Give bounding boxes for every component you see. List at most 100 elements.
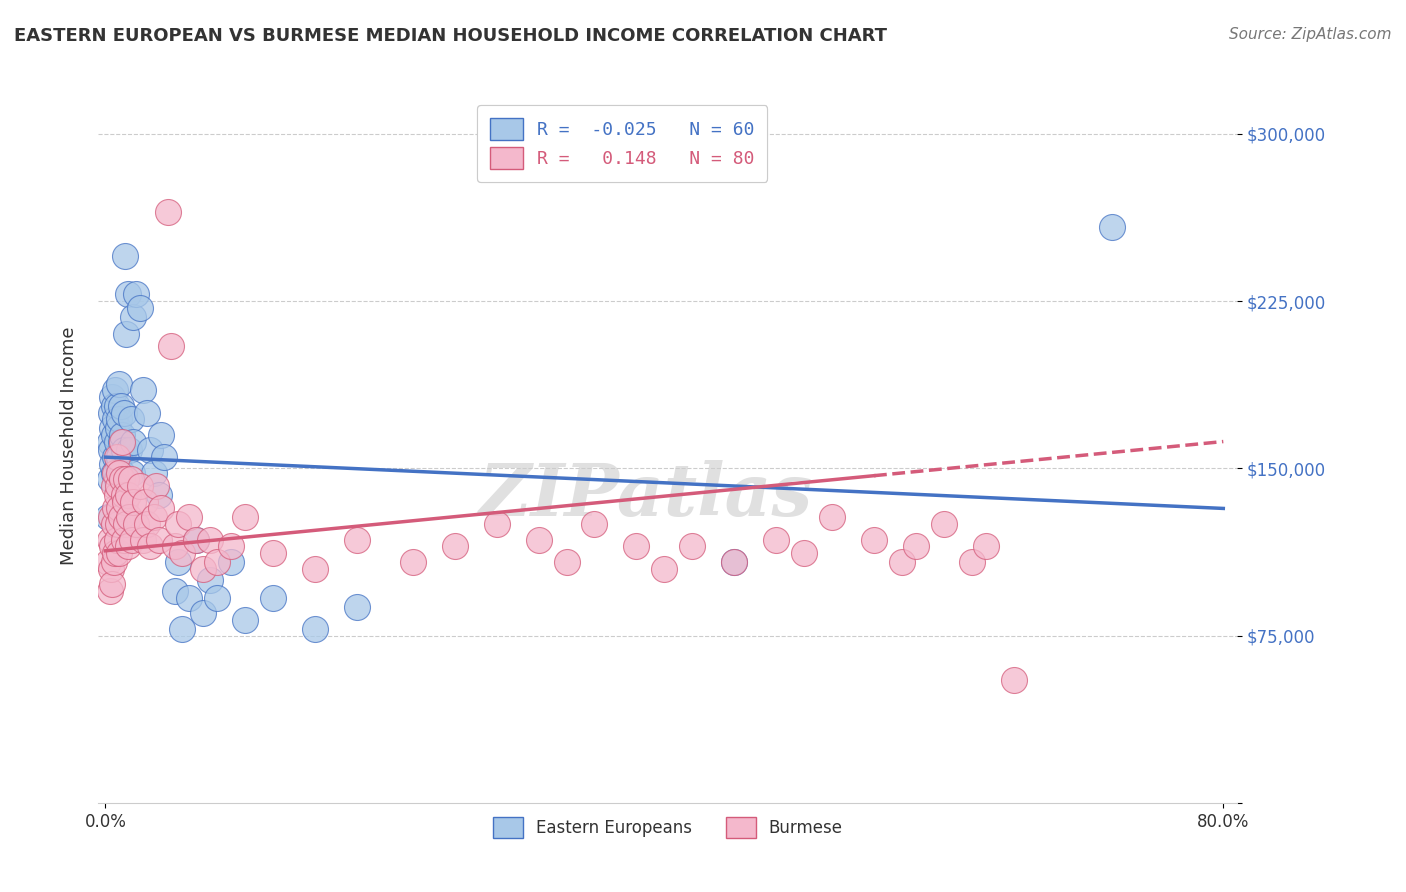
Point [139, 443, 162, 458]
Point [108, 501, 131, 516]
Point [626, 539, 648, 553]
Point [821, 510, 844, 524]
Point [104, 501, 127, 516]
Point [904, 539, 927, 553]
Point [186, 533, 208, 547]
Point [179, 510, 201, 524]
Point [139, 539, 162, 553]
Point [120, 412, 142, 426]
Point [103, 399, 125, 413]
Point [101, 457, 124, 471]
Point [150, 427, 173, 442]
Point [125, 287, 148, 301]
Point [105, 472, 128, 486]
Point [118, 510, 141, 524]
Point [122, 494, 145, 508]
Point [112, 405, 135, 419]
Point [104, 412, 127, 426]
Point [97, 510, 120, 524]
Point [112, 488, 135, 502]
Text: ZIPatlas: ZIPatlas [478, 460, 813, 532]
Point [205, 591, 228, 605]
Point [115, 327, 138, 342]
Point [485, 516, 508, 531]
Point [165, 583, 187, 598]
Point [115, 472, 138, 486]
Point [103, 555, 125, 569]
Point [150, 501, 173, 516]
Point [118, 443, 141, 458]
Point [121, 533, 143, 547]
Point [103, 427, 125, 442]
Point [723, 555, 745, 569]
Text: EASTERN EUROPEAN VS BURMESE MEDIAN HOUSEHOLD INCOME CORRELATION CHART: EASTERN EUROPEAN VS BURMESE MEDIAN HOUSE… [14, 27, 887, 45]
Point [100, 562, 122, 576]
Point [346, 599, 368, 614]
Point [165, 539, 187, 553]
Point [148, 533, 170, 547]
Point [111, 434, 134, 449]
Point [193, 562, 215, 576]
Point [262, 591, 284, 605]
Text: Source: ZipAtlas.com: Source: ZipAtlas.com [1229, 27, 1392, 42]
Point [108, 450, 131, 464]
Point [555, 555, 578, 569]
Point [134, 494, 156, 508]
Point [863, 533, 886, 547]
Point [205, 555, 228, 569]
Point [101, 421, 124, 435]
Point [583, 516, 606, 531]
Point [104, 546, 127, 560]
Point [117, 287, 139, 301]
Point [104, 450, 127, 464]
Point [132, 533, 155, 547]
Point [120, 472, 142, 486]
Point [103, 466, 125, 480]
Point [110, 399, 132, 413]
Point [117, 488, 139, 502]
Point [129, 301, 152, 315]
Point [136, 516, 159, 531]
Point [160, 338, 183, 352]
Point [122, 310, 145, 324]
Point [101, 539, 124, 553]
Legend: Eastern Europeans, Burmese: Eastern Europeans, Burmese [486, 811, 849, 845]
Point [105, 450, 128, 464]
Point [143, 510, 166, 524]
Point [262, 546, 284, 560]
Point [200, 573, 222, 587]
Y-axis label: Median Household Income: Median Household Income [59, 326, 77, 566]
Point [443, 539, 465, 553]
Point [125, 516, 148, 531]
Point [172, 546, 194, 560]
Point [111, 427, 134, 442]
Point [527, 533, 550, 547]
Point [186, 533, 208, 547]
Point [105, 488, 128, 502]
Point [98, 472, 121, 486]
Point [765, 533, 787, 547]
Point [114, 494, 136, 508]
Point [681, 539, 703, 553]
Point [103, 479, 125, 493]
Point [960, 555, 983, 569]
Point [932, 516, 955, 531]
Point [105, 434, 128, 449]
Point [111, 466, 134, 480]
Point [723, 555, 745, 569]
Point [107, 516, 129, 531]
Point [145, 479, 167, 493]
Point [105, 533, 128, 547]
Point [108, 466, 131, 480]
Point [974, 539, 997, 553]
Point [402, 555, 425, 569]
Point [111, 472, 134, 486]
Point [101, 390, 124, 404]
Point [103, 516, 125, 531]
Point [136, 405, 159, 419]
Point [112, 533, 135, 547]
Point [100, 443, 122, 458]
Point [105, 399, 128, 413]
Point [108, 546, 131, 560]
Point [97, 555, 120, 569]
